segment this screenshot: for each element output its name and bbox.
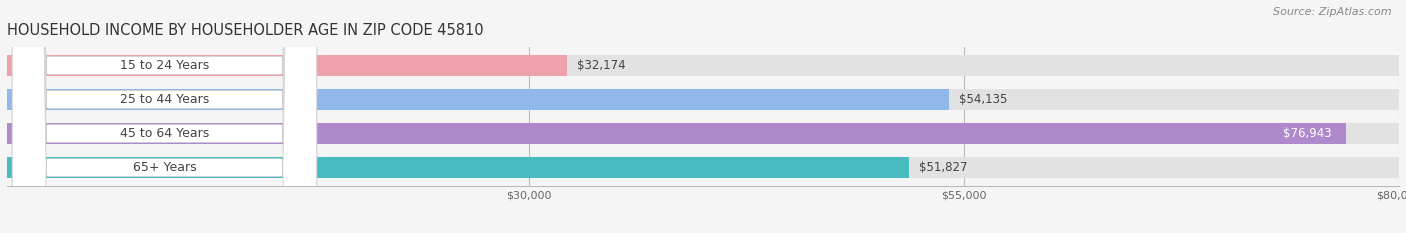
Text: $76,943: $76,943 bbox=[1284, 127, 1331, 140]
Text: $51,827: $51,827 bbox=[920, 161, 967, 174]
Text: 25 to 44 Years: 25 to 44 Years bbox=[120, 93, 209, 106]
Text: $32,174: $32,174 bbox=[578, 59, 626, 72]
Bar bbox=[7, 157, 1399, 178]
Text: HOUSEHOLD INCOME BY HOUSEHOLDER AGE IN ZIP CODE 45810: HOUSEHOLD INCOME BY HOUSEHOLDER AGE IN Z… bbox=[7, 24, 484, 38]
Bar bbox=[7, 89, 1399, 110]
FancyBboxPatch shape bbox=[13, 0, 316, 233]
Text: 45 to 64 Years: 45 to 64 Years bbox=[120, 127, 209, 140]
Bar bbox=[7, 123, 1346, 144]
Bar bbox=[7, 123, 1399, 144]
Text: 15 to 24 Years: 15 to 24 Years bbox=[120, 59, 209, 72]
FancyBboxPatch shape bbox=[13, 0, 316, 233]
Text: Source: ZipAtlas.com: Source: ZipAtlas.com bbox=[1274, 7, 1392, 17]
Bar bbox=[7, 89, 949, 110]
Bar bbox=[7, 55, 1399, 76]
Bar bbox=[7, 55, 567, 76]
FancyBboxPatch shape bbox=[13, 0, 316, 233]
Text: 65+ Years: 65+ Years bbox=[132, 161, 197, 174]
Bar bbox=[7, 157, 908, 178]
Text: $54,135: $54,135 bbox=[959, 93, 1008, 106]
FancyBboxPatch shape bbox=[13, 0, 316, 233]
